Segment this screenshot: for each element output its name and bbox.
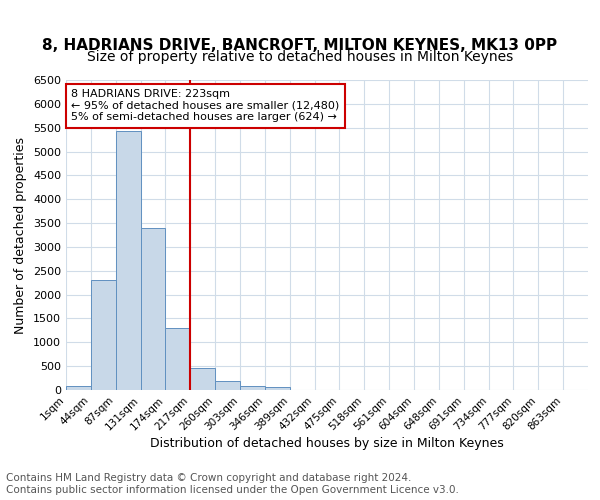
Bar — [91, 280, 116, 390]
Bar — [140, 228, 166, 390]
Bar — [66, 386, 91, 390]
Text: Size of property relative to detached houses in Milton Keynes: Size of property relative to detached ho… — [87, 50, 513, 64]
Bar — [215, 380, 240, 390]
Y-axis label: Number of detached properties: Number of detached properties — [14, 136, 28, 334]
Bar — [240, 386, 265, 390]
Text: 8 HADRIANS DRIVE: 223sqm
← 95% of detached houses are smaller (12,480)
5% of sem: 8 HADRIANS DRIVE: 223sqm ← 95% of detach… — [71, 90, 340, 122]
Text: 8, HADRIANS DRIVE, BANCROFT, MILTON KEYNES, MK13 0PP: 8, HADRIANS DRIVE, BANCROFT, MILTON KEYN… — [43, 38, 557, 54]
Bar — [265, 388, 290, 390]
Bar — [166, 328, 190, 390]
X-axis label: Distribution of detached houses by size in Milton Keynes: Distribution of detached houses by size … — [150, 438, 504, 450]
Bar — [116, 130, 140, 390]
Bar — [190, 368, 215, 390]
Text: Contains HM Land Registry data © Crown copyright and database right 2024.
Contai: Contains HM Land Registry data © Crown c… — [6, 474, 459, 495]
